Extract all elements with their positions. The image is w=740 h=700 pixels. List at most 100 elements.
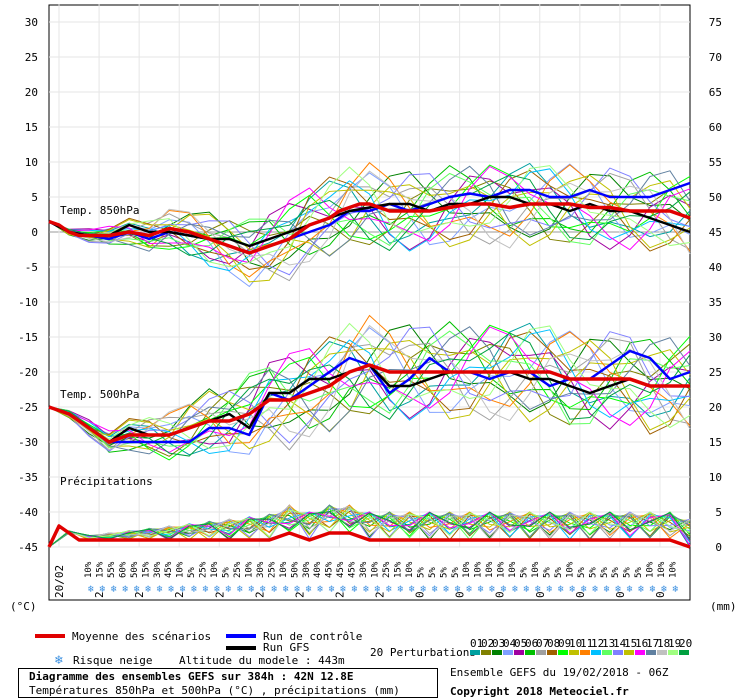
perturbation-line-850 xyxy=(48,165,691,264)
perturbation-swatch xyxy=(558,650,568,655)
y-tick-left: -30 xyxy=(18,436,38,449)
perturbation-line-precip xyxy=(48,511,691,548)
snow-risk-value: 10% xyxy=(371,561,381,578)
perturbation-id: 01 xyxy=(470,637,483,650)
y-tick-right: 70 xyxy=(709,51,722,64)
snow-risk-value: 45% xyxy=(164,561,174,578)
y-tick-right: 50 xyxy=(709,191,722,204)
snowflake-icon: ❄ xyxy=(650,584,657,595)
snow-risk-value: 10% xyxy=(474,561,484,578)
snowflake-icon: ❄ xyxy=(558,584,565,595)
snow-risk-value: 10% xyxy=(497,561,507,578)
perturbation-swatch xyxy=(470,650,480,655)
snowflake-icon: ❄ xyxy=(501,584,508,595)
snowflake-icon: ❄ xyxy=(615,584,622,595)
snowflake-icon: ❄ xyxy=(248,584,255,595)
y-tick-left: -40 xyxy=(18,506,38,519)
snow-risk-value: 15% xyxy=(393,561,403,578)
snowflake-icon: ❄ xyxy=(397,584,404,595)
perturbation-swatch xyxy=(525,650,535,655)
t500-label: Temp. 500hPa xyxy=(60,388,139,401)
snowflake-icon: ❄ xyxy=(432,584,439,595)
y-tick-right: 15 xyxy=(709,436,722,449)
snow-risk-value: 10% xyxy=(646,561,656,578)
snow-risk-value: 30% xyxy=(359,561,369,578)
snow-risk-value: 5% xyxy=(634,567,644,578)
perturbation-swatch xyxy=(547,650,557,655)
snow-risk-value: 5% xyxy=(187,567,197,578)
perturbation-line-500 xyxy=(48,326,691,452)
snow-risk-value: 55% xyxy=(107,561,117,578)
perturbation-swatch xyxy=(536,650,546,655)
y-tick-left: 5 xyxy=(31,191,38,204)
y-tick-left: 0 xyxy=(31,226,38,239)
perturbation-swatch xyxy=(668,650,678,655)
snowflake-icon: ❄ xyxy=(661,584,668,595)
snowflake-icon: ❄ xyxy=(260,584,267,595)
y-tick-left: -35 xyxy=(18,471,38,484)
snow-risk-row: 10%❄15%❄55%❄60%❄50%❄15%❄30%❄45%❄10%❄5%❄2… xyxy=(82,555,685,595)
perturbation-line-precip xyxy=(48,508,691,548)
snow-risk-value: 30% xyxy=(302,561,312,578)
snowflake-icon: ❄ xyxy=(283,584,290,595)
snowflake-icon: ❄ xyxy=(489,584,496,595)
precip-label: Précipitations xyxy=(60,475,153,488)
perturbation-id: 08 xyxy=(547,637,560,650)
snowflake-icon: ❄ xyxy=(317,584,324,595)
right-axis-unit: (mm) xyxy=(710,600,737,613)
perturbation-id: 20 xyxy=(679,637,692,650)
perturbation-id: 06 xyxy=(525,637,538,650)
snow-risk-value: 10% xyxy=(531,561,541,578)
snow-risk-value: 25% xyxy=(199,561,209,578)
snow-risk-value: 30% xyxy=(153,561,163,578)
snow-risk-value: 10% xyxy=(405,561,415,578)
snowflake-icon: ❄ xyxy=(54,653,63,668)
snow-risk-value: 5% xyxy=(222,567,232,578)
perturbation-id: 12 xyxy=(591,637,604,650)
copyright-label: Copyright 2018 Meteociel.fr xyxy=(450,685,629,698)
snow-risk-value: 10% xyxy=(485,561,495,578)
snow-risk-value: 5% xyxy=(428,567,438,578)
snowflake-icon: ❄ xyxy=(592,584,599,595)
snowflake-icon: ❄ xyxy=(237,584,244,595)
snowflake-icon: ❄ xyxy=(443,584,450,595)
perturbation-lines xyxy=(48,162,691,548)
perturbation-id: 05 xyxy=(514,637,527,650)
perturbation-line-precip xyxy=(48,505,691,548)
perturbation-line-500 xyxy=(48,324,691,461)
snow-risk-value: 10% xyxy=(176,561,186,578)
snowflake-icon: ❄ xyxy=(673,584,680,595)
perturbation-line-850 xyxy=(48,165,691,267)
perturbation-swatch xyxy=(635,650,645,655)
snow-risk-value: 25% xyxy=(233,561,243,578)
snowflake-icon: ❄ xyxy=(306,584,313,595)
series-t850-0 xyxy=(48,202,691,255)
left-axis-unit: (°C) xyxy=(10,600,37,613)
perturbation-line-850 xyxy=(48,167,691,276)
y-tick-right: 35 xyxy=(709,296,722,309)
perturbation-swatch xyxy=(602,650,612,655)
snowflake-icon: ❄ xyxy=(363,584,370,595)
perturbation-line-850 xyxy=(48,174,691,256)
perturbation-id: 07 xyxy=(536,637,549,650)
snow-risk-value: 5% xyxy=(542,567,552,578)
snow-risk-value: 10% xyxy=(657,561,667,578)
y-tick-right: 5 xyxy=(715,506,722,519)
legend-control-label: Run de contrôle xyxy=(263,630,362,643)
snowflake-icon: ❄ xyxy=(375,584,382,595)
y-tick-left: -45 xyxy=(18,541,38,554)
snow-risk-value: 5% xyxy=(588,567,598,578)
x-tick-label: 20/02 xyxy=(53,565,66,598)
perturbation-swatch xyxy=(503,650,513,655)
perturbation-line-500 xyxy=(48,339,691,450)
snow-risk-value: 10% xyxy=(508,561,518,578)
snowflake-icon: ❄ xyxy=(466,584,473,595)
perturbation-line-500 xyxy=(48,326,691,455)
perturbation-line-500 xyxy=(48,324,691,451)
snowflake-icon: ❄ xyxy=(535,584,542,595)
snowflake-icon: ❄ xyxy=(352,584,359,595)
y-tick-left: -20 xyxy=(18,366,38,379)
perturbation-line-850 xyxy=(48,162,691,263)
snowflake-icon: ❄ xyxy=(581,584,588,595)
perturbations-label: 20 Perturbations xyxy=(370,646,476,659)
